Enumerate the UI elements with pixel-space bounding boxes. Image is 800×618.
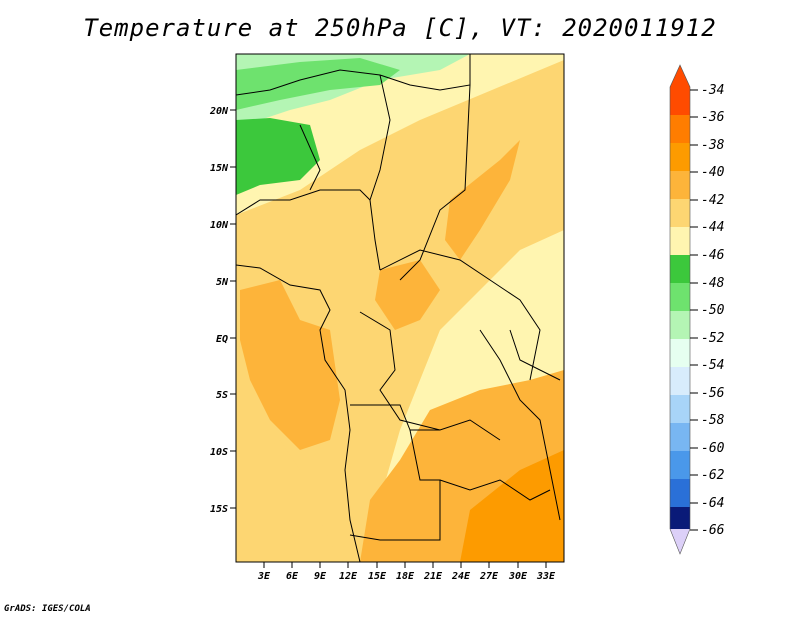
colorbar-label: -54: [701, 358, 724, 373]
colorbar-swatch: [670, 507, 690, 529]
lon-label: 24E: [451, 571, 471, 582]
lat-label: 10S: [210, 447, 228, 458]
lat-label: 5N: [216, 277, 229, 288]
lon-label: 21E: [423, 571, 443, 582]
fill-minus46: [236, 118, 320, 195]
lat-label: 5S: [216, 390, 228, 401]
colorbar-swatch: [670, 255, 690, 283]
colorbar-label: -42: [701, 193, 725, 208]
colorbar-label: -44: [701, 220, 724, 235]
colorbar-label: -38: [701, 138, 725, 153]
fill-minus36: [460, 450, 564, 562]
colorbar-label: -46: [701, 248, 725, 263]
lon-label: 9E: [314, 571, 327, 582]
lat-label: 20N: [209, 106, 229, 117]
lat-label: EQ: [216, 334, 228, 345]
lon-label: 15E: [368, 571, 387, 582]
colorbar-label: -50: [701, 303, 725, 318]
boundaries: [236, 54, 561, 562]
fill-minus38-west: [240, 280, 340, 450]
lon-label: 33E: [536, 571, 556, 582]
lat-label: 15S: [210, 504, 228, 515]
colorbar-top-triangle: [670, 65, 690, 87]
colorbar: -34 -36 -38 -40 -42 -44 -46 -48 -50 -52 …: [669, 64, 725, 555]
colorbar-label: -40: [701, 165, 725, 180]
fill-minus48: [236, 58, 400, 110]
colorbar-swatch: [670, 227, 690, 255]
colorbar-swatch: [670, 339, 690, 367]
fill-minus38-center: [375, 260, 440, 330]
colorbar-label: -36: [701, 110, 725, 125]
colorbar-label: -62: [701, 468, 725, 483]
lat-axis: 20N 15N 10N 5N EQ 5S 10S 15S: [209, 106, 236, 515]
map-panel: [235, 53, 565, 563]
lon-label: 27E: [479, 571, 499, 582]
colorbar-label: -58: [701, 413, 725, 428]
colorbar-swatch: [670, 171, 690, 199]
colorbar-swatch: [670, 311, 690, 339]
colorbar-swatch: [670, 395, 690, 423]
plot-title: Temperature at 250hPa [C], VT: 202001191…: [83, 14, 717, 42]
temperature-field: [236, 54, 564, 562]
colorbar-swatch: [670, 87, 690, 115]
colorbar-label: -64: [701, 496, 724, 511]
colorbar-swatch: [670, 283, 690, 311]
colorbar-bottom-triangle: [670, 529, 690, 554]
lat-label: 15N: [210, 163, 229, 174]
colorbar-swatch: [670, 199, 690, 227]
colorbar-label: -56: [701, 386, 725, 401]
colorbar-label: -66: [701, 523, 725, 538]
fill-minus38-ne: [445, 140, 520, 260]
colorbar-swatch: [670, 451, 690, 479]
lon-label: 18E: [396, 571, 415, 582]
colorbar-label: -60: [701, 441, 725, 456]
colorbar-swatch: [670, 479, 690, 507]
lat-label: 10N: [210, 220, 229, 231]
lon-axis: 3E 6E 9E 12E 15E 18E 21E 24E 27E 30E 33E: [257, 562, 556, 582]
fill-minus40-west: [236, 440, 340, 562]
colorbar-swatch: [670, 115, 690, 143]
colorbar-swatch: [670, 143, 690, 171]
map-frame: [235, 53, 565, 563]
lon-label: 3E: [257, 571, 271, 582]
lon-label: 12E: [339, 571, 358, 582]
colorbar-label: -52: [701, 331, 725, 346]
colorbar-swatch: [670, 367, 690, 395]
colorbar-label: -48: [701, 276, 725, 291]
footer-credit: GrADS: IGES/COLA: [4, 604, 91, 614]
lon-label: 30E: [508, 571, 528, 582]
colorbar-swatch: [670, 423, 690, 451]
colorbar-label: -34: [701, 83, 724, 98]
lon-label: 6E: [286, 571, 299, 582]
